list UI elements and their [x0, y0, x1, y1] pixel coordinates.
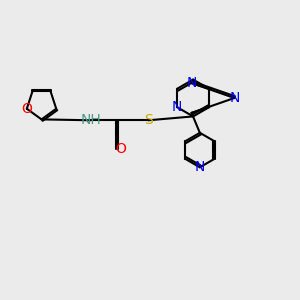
Text: N: N	[186, 76, 197, 90]
Text: O: O	[116, 142, 127, 155]
Text: O: O	[21, 102, 32, 116]
Text: NH: NH	[80, 113, 101, 127]
Text: N: N	[172, 100, 182, 114]
Text: S: S	[144, 113, 153, 127]
Text: N: N	[195, 160, 205, 174]
Text: N: N	[229, 91, 240, 105]
